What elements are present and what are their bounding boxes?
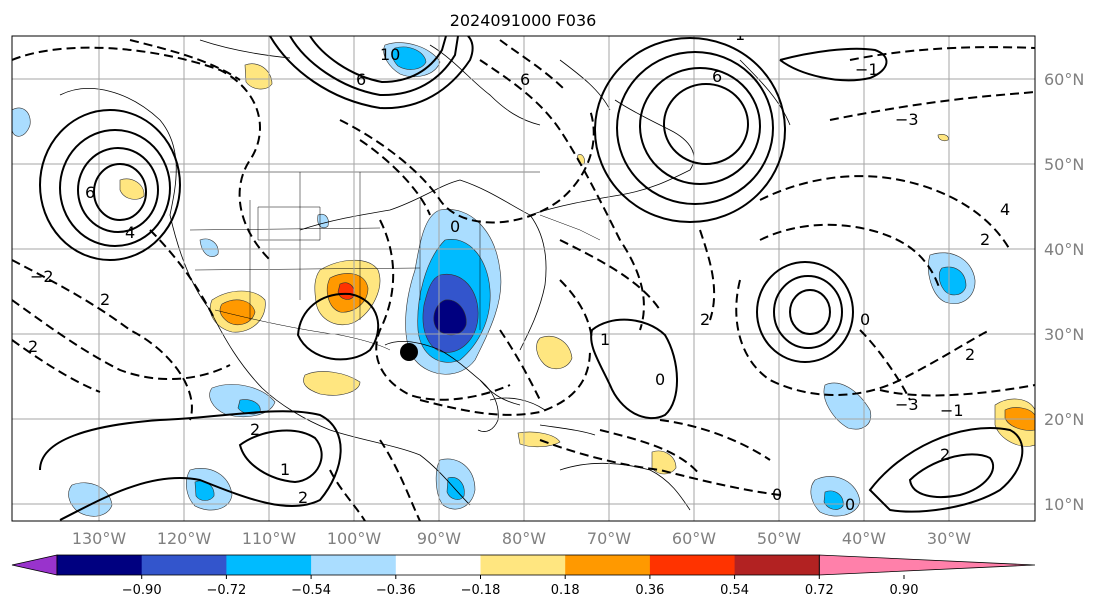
contour-label: 0 [450, 217, 460, 236]
colorbar-segment [734, 555, 820, 575]
lon-label: 40°W [842, 529, 886, 548]
figure-title: 2024091000 F036 [450, 11, 597, 30]
contour-label: 1 [735, 25, 745, 44]
colorbar-tick-label: 0.72 [805, 583, 834, 598]
colorbar-tick-label: 0.18 [551, 583, 580, 598]
latitude-labels: 60°N 50°N 40°N 30°N 20°N 10°N [1044, 70, 1084, 514]
positive-shading [119, 63, 1035, 475]
contour-label: 6 [712, 67, 722, 86]
contour-label: 2 [250, 420, 260, 439]
colorbar-segment [649, 555, 736, 575]
lon-label: 60°W [672, 529, 716, 548]
contour-label: 0 [845, 495, 855, 514]
contour-label: 2 [940, 445, 950, 464]
negative-shading [12, 42, 976, 517]
contour-label: 6 [85, 183, 95, 202]
contour-label: −3 [895, 395, 919, 414]
storm-center-marker [400, 343, 418, 361]
contour-label: 6 [520, 70, 530, 89]
colorbar-tick-label: −0.18 [461, 583, 501, 598]
colorbar-segment [141, 555, 227, 575]
contour-labels: 10 6 6 6 4 2 2 2 1 0 0 0 −2 2 6 4 −1 −1 … [28, 25, 1010, 514]
contour-label: 2 [298, 488, 308, 507]
contour-label: −1 [855, 60, 879, 79]
lon-label: 30°W [927, 529, 971, 548]
colorbar-segment [311, 555, 397, 575]
contour-label: 4 [1000, 200, 1010, 219]
lon-label: 130°W [72, 529, 127, 548]
contour-label: 2 [980, 230, 990, 249]
lat-label: 20°N [1044, 410, 1084, 429]
lon-label: 50°W [757, 529, 801, 548]
colorbar-segment [57, 555, 143, 575]
contour-label: 2 [965, 345, 975, 364]
lat-label: 50°N [1044, 155, 1084, 174]
colorbar-outline [56, 554, 820, 576]
contour-label: 0 [655, 370, 665, 389]
contour-label: 0 [860, 310, 870, 329]
colorbar-tick-label: 0.54 [720, 583, 749, 598]
contour-label: 2 [700, 310, 710, 329]
graticule [12, 36, 1035, 521]
map-frame [11, 35, 1036, 522]
colorbar-extend-low [11, 554, 58, 576]
lon-label: 120°W [157, 529, 212, 548]
colorbar-segment [395, 555, 481, 575]
colorbar-tick-label: −0.90 [122, 583, 162, 598]
contour-label: 2 [100, 290, 110, 309]
lon-label: 70°W [587, 529, 631, 548]
colorbar-tick-label: −0.72 [206, 583, 246, 598]
longitude-labels: 130°W 120°W 110°W 100°W 90°W 80°W 70°W 6… [72, 529, 971, 548]
colorbar-segment [565, 555, 651, 575]
contour-label: 10 [380, 45, 400, 64]
negative-contours [12, 39, 1035, 521]
contour-label: 0 [772, 485, 782, 504]
lon-label: 110°W [242, 529, 297, 548]
contour-label: 6 [356, 70, 366, 89]
positive-contours [39, 36, 1024, 521]
colorbar-tick-label: 0.36 [635, 583, 664, 598]
colorbar-tick-label: −0.54 [291, 583, 331, 598]
lat-label: 40°N [1044, 240, 1084, 259]
map-content: 10 6 6 6 4 2 2 2 1 0 0 0 −2 2 6 4 −1 −1 … [12, 25, 1035, 521]
lat-label: 30°N [1044, 325, 1084, 344]
colorbar-tick-label: 0.90 [890, 583, 919, 598]
colorbar-segment [480, 555, 566, 575]
lat-label: 10°N [1044, 495, 1084, 514]
lat-label: 60°N [1044, 70, 1084, 89]
lon-label: 80°W [502, 529, 546, 548]
contour-label: 4 [125, 223, 135, 242]
contour-label: −3 [895, 110, 919, 129]
lon-label: 100°W [327, 529, 382, 548]
contour-label: 1 [600, 330, 610, 349]
colorbar: −0.90 −0.72 −0.54 −0.36 −0.18 0.18 0.36 0.54 0.7… [11, 554, 1036, 598]
lon-label: 90°W [417, 529, 461, 548]
contour-label: 2 [28, 337, 38, 356]
colorbar-tick-label: −0.36 [376, 583, 416, 598]
contour-label: −1 [940, 401, 964, 420]
contour-label: −2 [30, 267, 54, 286]
contour-label: 1 [280, 460, 290, 479]
colorbar-extend-high [818, 554, 1036, 576]
colorbar-segment [226, 555, 312, 575]
coastlines [59, 39, 791, 511]
